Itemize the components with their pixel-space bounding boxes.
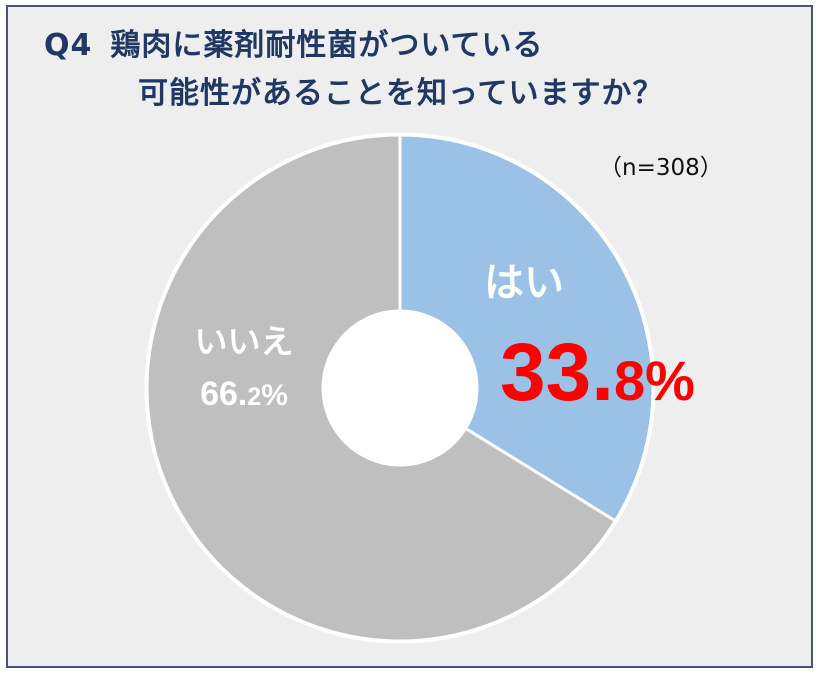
slice-label-no: いいえ — [195, 323, 294, 360]
donut-outer-edge — [144, 132, 656, 644]
donut-hole — [323, 311, 477, 465]
question-line-2: 可能性があることを知っていますか？ — [138, 76, 664, 111]
slice-value-no-unit: % — [261, 379, 288, 412]
slice-label-yes: はい — [484, 261, 564, 305]
slice-value-yes-decimal: 8 — [614, 349, 645, 412]
slice-value-yes-main: 33. — [500, 327, 614, 418]
question-title: Q4 鶏肉に薬剤耐性菌がついている 可能性があることを知っていますか？ — [44, 22, 664, 118]
slice-value-no: 66.2% — [200, 375, 288, 413]
question-line-1: 鶏肉に薬剤耐性菌がついている — [110, 28, 544, 63]
slice-value-yes-unit: % — [645, 349, 695, 412]
sample-size-label: （n=308） — [599, 155, 723, 181]
slice-value-no-decimal: 2 — [247, 383, 261, 411]
question-number: Q4 — [44, 28, 93, 63]
slice-value-no-main: 66. — [200, 375, 247, 413]
slice-value-yes: 33.8% — [500, 327, 695, 418]
